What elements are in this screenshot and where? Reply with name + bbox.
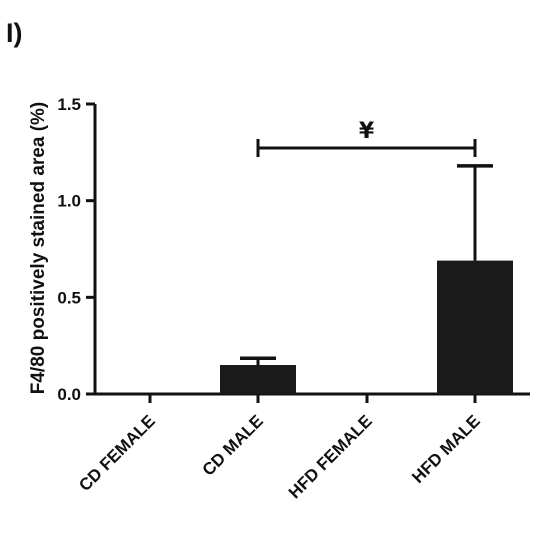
significance-symbol: ¥ (359, 119, 375, 144)
category-label: HFD MALE (408, 411, 484, 487)
y-tick-label: 1.0 (57, 192, 81, 211)
category-label: HFD FEMALE (285, 411, 376, 502)
y-tick-label: 0.5 (57, 288, 81, 307)
bar (220, 365, 296, 394)
y-tick-label: 0.0 (57, 385, 81, 404)
bar (437, 260, 513, 394)
category-label: CD FEMALE (75, 411, 159, 495)
category-label: CD MALE (199, 411, 267, 479)
y-axis-title: F4/80 positively stained area (%) (28, 102, 49, 395)
panel-label: I) (6, 18, 23, 48)
plot-area: 0.0 0.5 1.0 1.5 CD FEMALE CD MALE HFD FEMALE HF… (57, 95, 530, 502)
y-tick-label: 1.5 (57, 95, 81, 114)
